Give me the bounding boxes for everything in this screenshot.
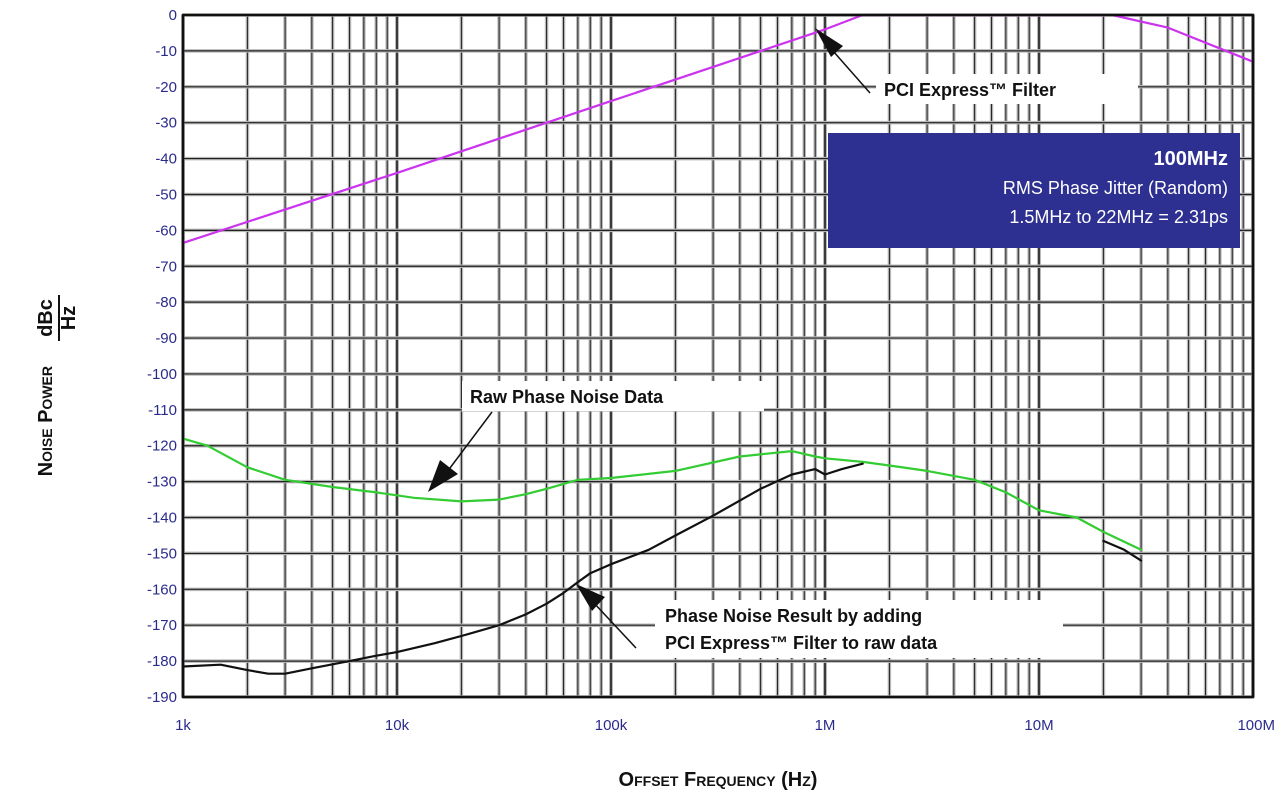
result-arrowhead [576,584,605,611]
filter-label: PCI Express™ Filter [884,80,1056,100]
y-tick-label: -100 [147,366,177,383]
y-tick-label: -120 [147,438,177,455]
y-tick-label: -180 [147,653,177,670]
info-box-title: 100MHz [1154,148,1228,170]
filter-label-background [876,74,1138,104]
x-tick-label: 10M [1024,717,1053,734]
y-tick-label: -110 [148,402,177,419]
x-tick-label: 100M [1237,717,1275,734]
filter-annotation: PCI Express™ Filter [815,28,1138,104]
result-arrow-line [592,601,637,649]
y-tick-label: -160 [147,581,177,598]
info-box-line1: RMS Phase Jitter (Random) [1003,178,1228,198]
y-axis-unit-numerator: dBc [35,299,57,337]
tick-labels: 0 -10 -20 -30 -40 -50 -60 -70 -80 -90 -100 -110 -120… [147,7,1275,734]
x-tick-label: 10k [385,717,410,734]
filter-arrowhead [815,28,843,57]
y-tick-label: 0 [169,7,177,24]
series-line-result [181,462,864,675]
x-tick-label: 1M [815,717,836,734]
raw-label: Raw Phase Noise Data [470,387,664,407]
result-label-line2: PCI Express™ Filter to raw data [665,633,938,653]
x-tick-label: 1k [175,717,191,734]
y-axis-unit-denominator: Hz [58,306,80,330]
y-tick-label: -170 [147,617,177,634]
y-tick-label: -140 [147,510,177,527]
y-tick-label: -60 [155,222,177,239]
x-axis-title: Offset Frequency (Hz) [619,769,818,791]
y-axis-label: Noise Power [35,366,57,476]
y-tick-label: -150 [147,545,177,562]
raw-arrow-line [446,411,493,473]
raw-label-background [462,381,764,411]
x-tick-label: 100k [595,717,628,734]
y-tick-label: -30 [155,115,177,132]
result-label-line1: Phase Noise Result by adding [665,606,922,626]
y-tick-label: -190 [147,689,177,706]
y-tick-label: -20 [155,79,177,96]
y-tick-label: -40 [155,151,177,168]
raw-annotation: Raw Phase Noise Data [428,381,764,492]
info-box-line2: 1.5MHz to 22MHz = 2.31ps [1009,207,1228,227]
result-annotation: Phase Noise Result by adding PCI Express… [576,584,1063,658]
info-box-background [828,133,1240,248]
plot-background [183,15,1253,697]
y-axis-title: Noise Power dBc Hz [35,295,80,476]
plot-border [181,13,1255,699]
y-tick-label: -10 [155,43,177,60]
y-tick-label: -70 [155,258,177,275]
info-box: 100MHz RMS Phase Jitter (Random) 1.5MHz … [828,133,1240,248]
minor-gridlines [245,15,1245,697]
series-line-raw [181,437,1143,551]
y-tick-label: -80 [155,294,177,311]
major-gridlines [181,13,1255,699]
y-tick-label: -90 [155,330,177,347]
result-label-background [655,600,1063,658]
raw-arrowhead [428,460,458,492]
y-tick-label: -50 [155,186,177,203]
series-line-result_tail [1102,539,1143,562]
y-tick-label: -130 [147,474,177,491]
